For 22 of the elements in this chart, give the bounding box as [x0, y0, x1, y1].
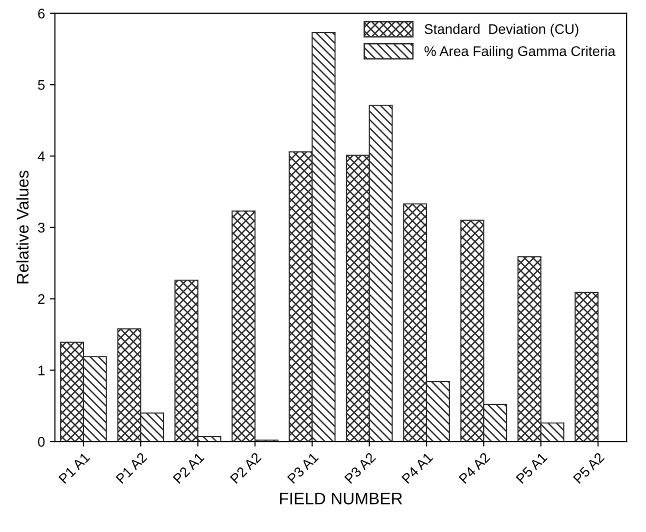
x-tick-label: P5 A1: [516, 452, 548, 484]
x-tick-label: P1 A1: [58, 452, 90, 484]
y-tick-label: 0: [38, 436, 45, 447]
x-tick-label: P1 A2: [116, 452, 148, 484]
x-tick-label: P2 A2: [230, 452, 262, 484]
x-tick-label: P4 A2: [458, 452, 490, 484]
x-tick-label: P2 A1: [172, 452, 204, 484]
y-tick-label: 5: [38, 80, 45, 90]
y-tick-label: 4: [38, 152, 45, 162]
y-tick-label: 2: [38, 294, 44, 304]
bar: [574, 292, 599, 442]
x-tick-label: P4 A1: [401, 452, 434, 484]
y-tick-label: 3: [38, 222, 45, 233]
x-axis-title: FIELD NUMBER: [280, 492, 402, 504]
legend-label: Standard Deviation (CU): [424, 24, 578, 37]
y-axis-title: Relative Values: [16, 170, 29, 284]
y-tick-label: 6: [38, 8, 45, 18]
x-tick-label: P5 A2: [572, 452, 605, 484]
x-tick-label: P3 A1: [287, 452, 319, 484]
x-tick-label: P3 A2: [344, 452, 376, 484]
y-tick-label: 1: [38, 366, 45, 376]
legend-label: % Area Failing Gamma Criteria: [424, 46, 616, 59]
